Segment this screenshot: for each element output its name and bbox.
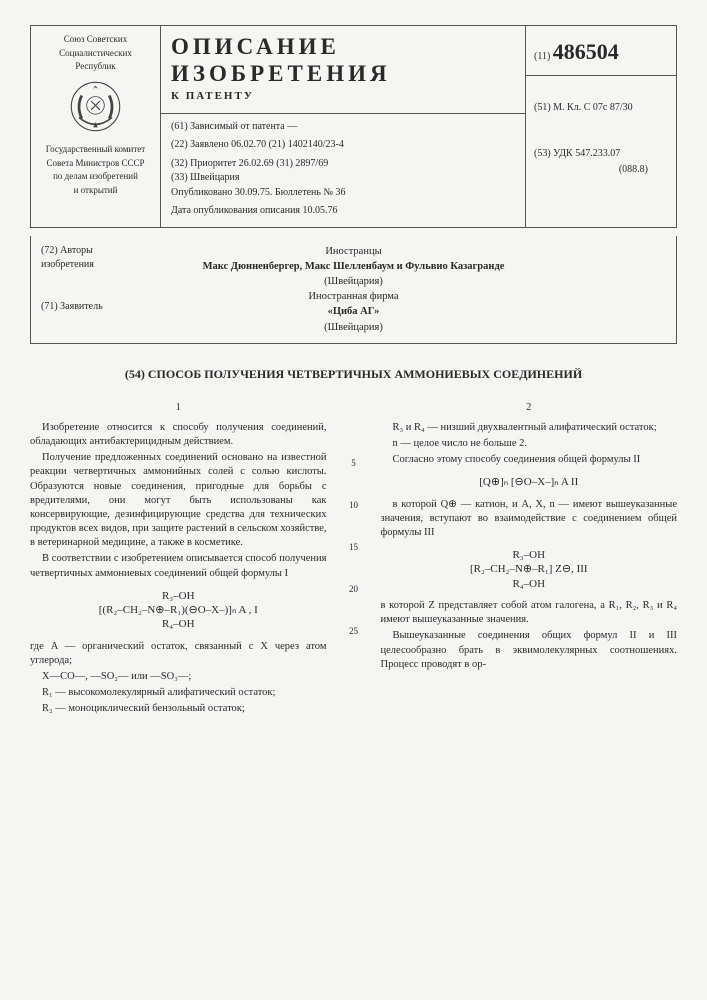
formula-1-l3: R₄–OH [30, 617, 327, 631]
country-line2: Социалистических [59, 48, 132, 60]
patent-number-prefix: (11) [534, 51, 550, 62]
formula-1: R₃–OH [(R₂–CH₂–N⊕–R₁)(⊖O–X–)]ₙ A , I R₄–… [30, 589, 327, 632]
title-cell: ОПИСАНИЕ ИЗОБРЕТЕНИЯ К ПАТЕНТУ (61) Зави… [161, 26, 526, 227]
col1-p4: где A — органический остаток, связанный … [30, 640, 327, 668]
field-53b: (088.8) [534, 162, 668, 178]
column-2: 2 R₃ и R₄ — низший двухвалентный алифати… [381, 401, 678, 719]
publication-date: Дата опубликования описания 10.05.76 [171, 204, 515, 219]
doc-title-2: ИЗОБРЕТЕНИЯ [171, 61, 515, 86]
col2-p3: Согласно этому способу соединения общей … [381, 453, 678, 467]
field-32: (32) Приоритет 26.02.69 (31) 2897/69 [171, 157, 515, 172]
patent-number: (11) 486504 [534, 34, 668, 69]
author-names: Макс Дюнненбергер, Макс Шелленбаум и Фул… [41, 259, 666, 274]
org-line1: Государственный комитет [46, 144, 146, 156]
col2-p4: в которой Q⊕ — катион, и A, X, n — имеют… [381, 498, 678, 541]
org-line2: Совета Министров СССР [47, 158, 145, 170]
formula-1-l1: R₃–OH [30, 589, 327, 603]
org-line3: по делам изобретений [53, 171, 138, 183]
issuer-cell: Союз Советских Социалистических Республи… [31, 26, 161, 227]
formula-1-l2: [(R₂–CH₂–N⊕–R₁)(⊖O–X–)]ₙ A , I [30, 603, 327, 617]
patent-number-value: 486504 [553, 39, 619, 64]
line-numbers: 5 10 15 20 25 [345, 401, 363, 719]
doc-title-1: ОПИСАНИЕ [171, 34, 515, 59]
field-51: (51) М. Кл. С 07с 87/30 [534, 100, 668, 116]
ln-10: 10 [345, 499, 363, 511]
ln-25: 25 [345, 625, 363, 637]
invention-title: (54) СПОСОБ ПОЛУЧЕНИЯ ЧЕТВЕРТИЧНЫХ АММОН… [70, 366, 637, 383]
col1-p2: Получение предложенных соединений основа… [30, 451, 327, 550]
field-53a: (53) УДК 547.233.07 [534, 146, 668, 162]
field-22: (22) Заявлено 06.02.70 (21) 1402140/23-4 [171, 138, 515, 153]
firm-name: «Циба АГ» [41, 304, 666, 319]
formula-3-l2: [R₂–CH₂–N⊕–R₁] Z⊖, III [381, 562, 678, 576]
field-33: (33) Швейцария [171, 171, 515, 186]
country-line3: Республик [75, 61, 115, 73]
col2-p6: Вышеуказанные соединения общих формул II… [381, 629, 678, 672]
publication: Опубликовано 30.09.75. Бюллетень № 36 [171, 186, 515, 201]
body-columns: 1 Изобретение относится к способу получе… [30, 401, 677, 719]
classification-cell: (11) 486504 (51) М. Кл. С 07с 87/30 (53)… [526, 26, 676, 227]
firm-label: Иностранная фирма [41, 289, 666, 304]
foreigners-label: Иностранцы [41, 244, 666, 259]
label-71: (71) Заявитель [41, 300, 103, 315]
ln-20: 20 [345, 583, 363, 595]
doc-subtitle: К ПАТЕНТУ [171, 89, 515, 105]
column-1: 1 Изобретение относится к способу получе… [30, 401, 327, 719]
col1-number: 1 [30, 401, 327, 415]
firm-country: (Швейцария) [41, 320, 666, 335]
formula-3-l1: R₃–OH [381, 548, 678, 562]
col1-p7: R₂ — моноциклический бензольный остаток; [30, 702, 327, 716]
col2-p1: R₃ и R₄ — низший двухвалентный алифатиче… [381, 421, 678, 435]
col1-p1: Изобретение относится к способу получени… [30, 421, 327, 449]
col1-p3: В соответствии с изобретением описываетс… [30, 552, 327, 580]
col1-p6: R₁ — высокомолекулярный алифатический ос… [30, 686, 327, 700]
formula-3-l3: R₄–OH [381, 577, 678, 591]
field-61: (61) Зависимый от патента — [171, 120, 515, 135]
label-72a: (72) Авторы [41, 245, 93, 256]
col2-p2: n — целое число не больше 2. [381, 437, 678, 451]
col1-p5: X—CO—, —SO₂— или —SO₃—; [30, 670, 327, 684]
label-72: (72) Авторы изобретения [41, 244, 94, 273]
header-frame: Союз Советских Социалистических Республи… [30, 25, 677, 228]
country-line1: Союз Советских [64, 34, 127, 46]
formula-3: R₃–OH [R₂–CH₂–N⊕–R₁] Z⊖, III R₄–OH [381, 548, 678, 591]
ln-5: 5 [345, 457, 363, 469]
ussr-emblem-icon [68, 79, 123, 134]
formula-2: [Q⊕]ₙ [⊖O–X–]ₙ A II [381, 475, 678, 489]
org-line4: и открытий [74, 185, 118, 197]
label-72b: изобретения [41, 259, 94, 270]
authors-block: (72) Авторы изобретения (71) Заявитель И… [30, 236, 677, 344]
col2-number: 2 [381, 401, 678, 415]
author-country: (Швейцария) [41, 274, 666, 289]
ln-15: 15 [345, 541, 363, 553]
col2-p5: в которой Z представляет собой атом гало… [381, 599, 678, 627]
